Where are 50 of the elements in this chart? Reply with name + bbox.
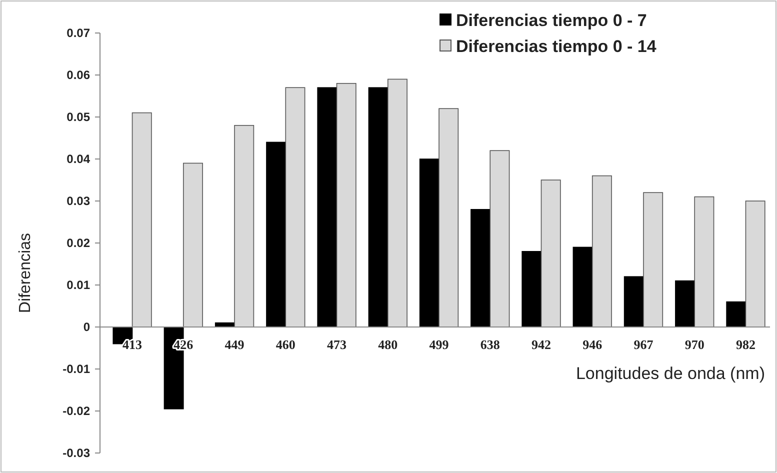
bar <box>745 200 766 328</box>
y-tick-label: 0.01 <box>66 278 90 292</box>
x-tick-label: 449 <box>224 337 245 352</box>
x-tick-label: 970 <box>684 337 704 352</box>
bar <box>438 108 459 328</box>
y-tick-label: -0.02 <box>62 404 90 418</box>
x-tick-label: 982 <box>736 337 756 352</box>
y-tick-label: -0.01 <box>62 362 90 376</box>
x-tick-label: 946 <box>582 337 603 352</box>
bar <box>285 87 306 328</box>
x-tick-label: 480 <box>378 337 398 352</box>
y-tick-label: -0.03 <box>62 446 90 460</box>
bar <box>132 112 152 328</box>
bar <box>470 209 491 328</box>
y-tick-label: 0.05 <box>66 110 90 124</box>
bar <box>522 251 542 328</box>
bar <box>266 142 286 328</box>
y-tick-label: 0.03 <box>66 194 90 208</box>
x-tick-label: 499 <box>429 337 450 352</box>
y-tick-label: 0 <box>83 320 90 334</box>
x-tick-label: 473 <box>327 337 348 352</box>
x-tick-label: 638 <box>480 337 500 352</box>
x-axis-title: Longitudes de onda (nm) <box>576 364 765 383</box>
x-tick-label: 942 <box>531 337 551 352</box>
y-tick-label: 0.04 <box>66 152 90 166</box>
bar <box>694 196 714 328</box>
bar <box>234 125 254 328</box>
bar <box>643 192 664 328</box>
legend-label: Diferencias tiempo 0 - 7 <box>456 10 647 30</box>
bar <box>419 158 440 328</box>
bar <box>572 246 593 328</box>
bar <box>317 87 338 328</box>
bar <box>592 175 612 328</box>
y-tick-label: 0.06 <box>66 68 90 82</box>
x-tick-label: 413 <box>122 337 143 352</box>
bar <box>726 301 746 328</box>
x-tick-label: 967 <box>634 337 654 352</box>
bar <box>387 78 408 328</box>
y-tick-label: 0.02 <box>66 236 90 250</box>
y-tick-label: 0.07 <box>66 26 90 40</box>
bar <box>183 162 203 328</box>
bar <box>368 87 388 328</box>
bar <box>540 180 561 328</box>
bar <box>490 150 510 328</box>
bar <box>624 276 644 328</box>
bar <box>675 280 695 328</box>
legend-label: Diferencias tiempo 0 - 14 <box>456 36 657 56</box>
bar <box>336 83 356 328</box>
y-axis-title: Diferencias <box>17 232 34 314</box>
x-tick-label: 460 <box>276 337 296 352</box>
